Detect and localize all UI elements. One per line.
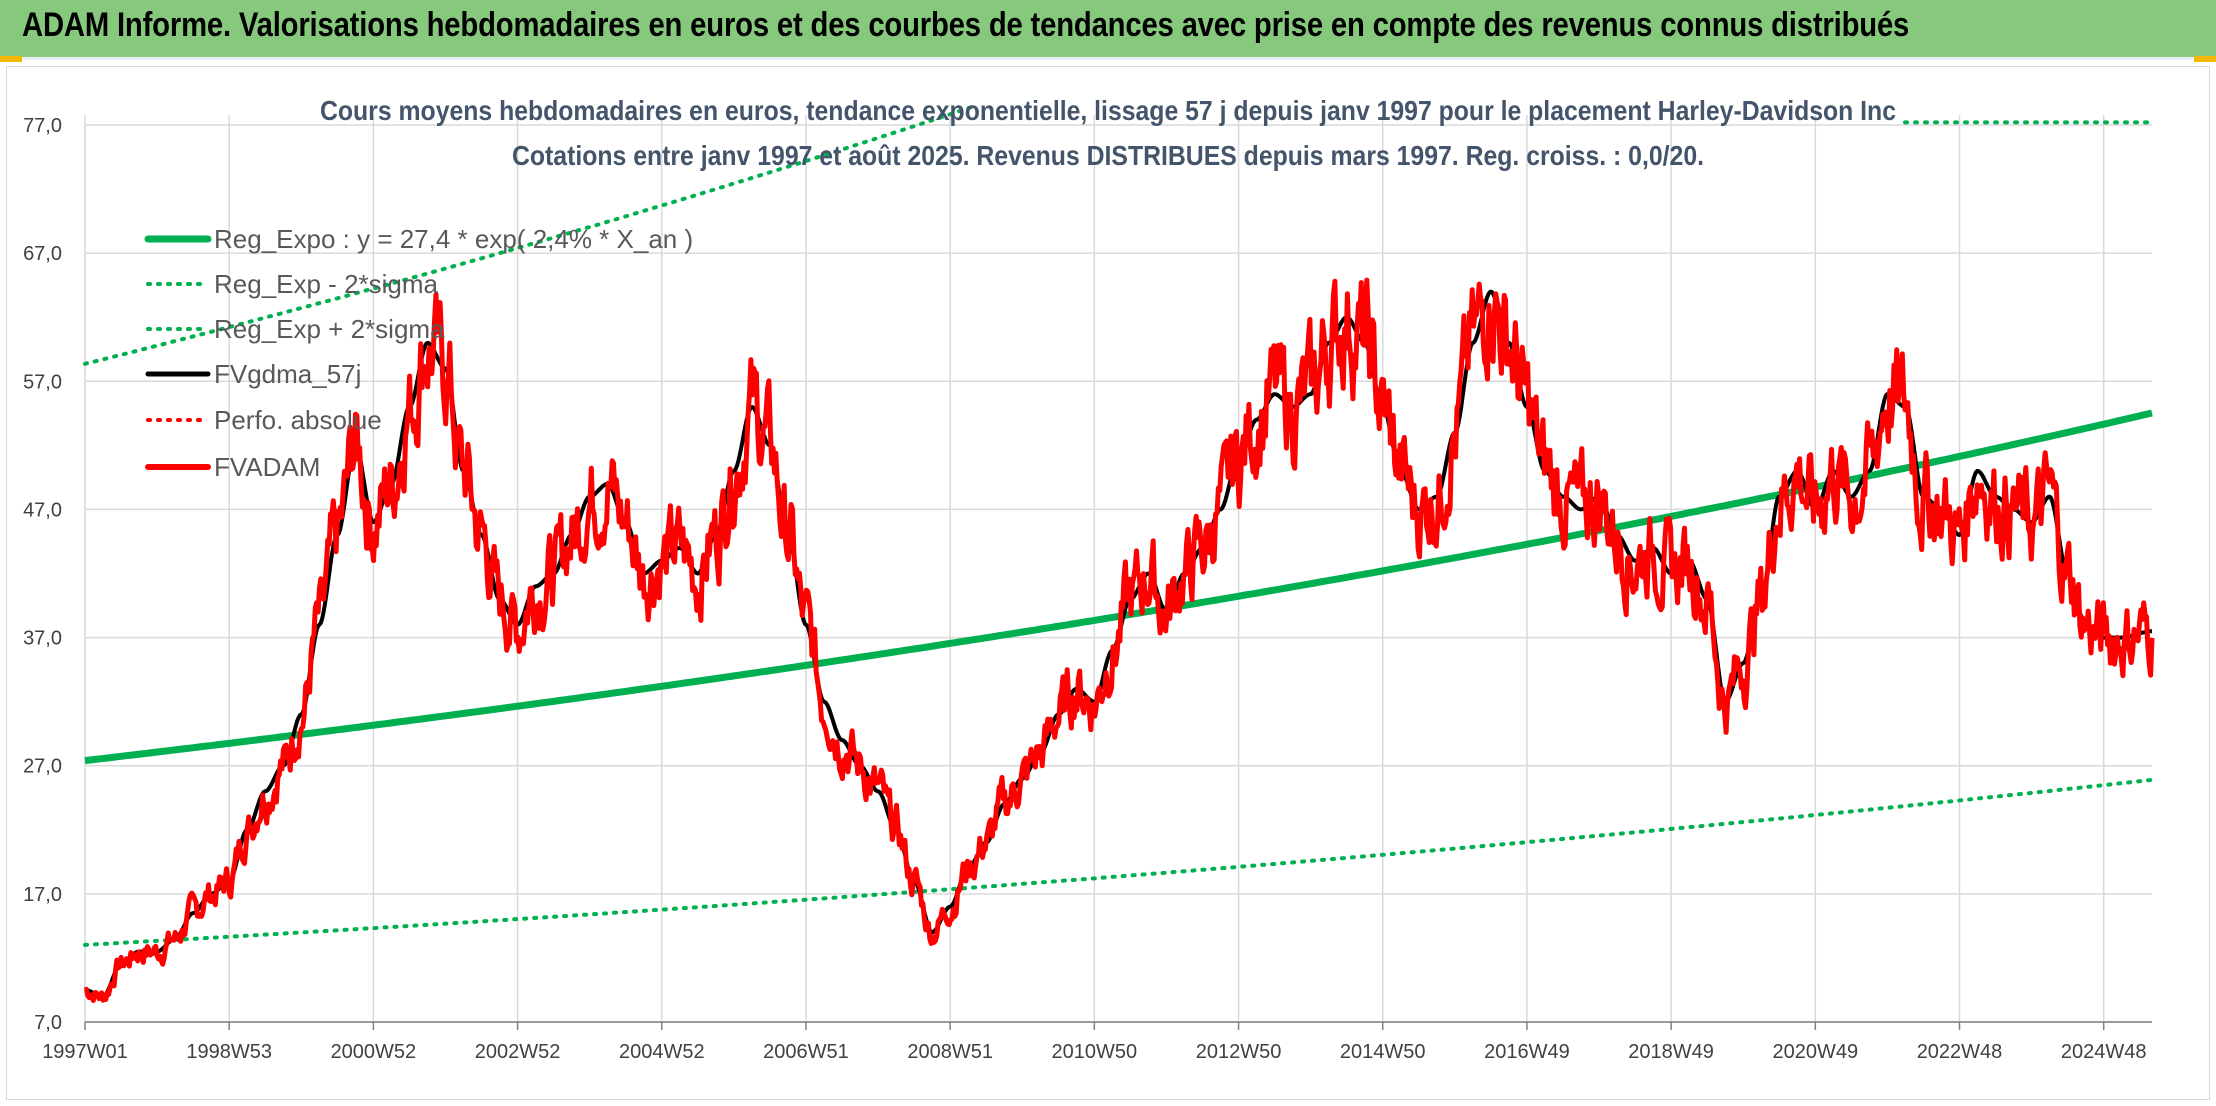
x-tick-label: 2018W49 [1628,1041,1714,1063]
y-tick-label: 7,0 [34,1012,62,1034]
x-tick-label: 2004W52 [619,1041,705,1063]
x-tick-label: 2022W48 [1917,1041,2003,1063]
y-tick-label: 27,0 [23,756,62,778]
legend-label: Perfo. absolue [214,405,382,435]
x-tick-label: 2008W51 [907,1041,993,1063]
x-tick-label: 2010W50 [1052,1041,1138,1063]
x-axis-ticks: 1997W01 1998W53 2000W52 2002W52 2004W52 2006W… [42,1041,2146,1063]
chart-title-line1: Cours moyens hebdomadaires en euros, ten… [320,95,1896,126]
y-tick-label: 37,0 [23,628,62,650]
banner-corner-right [2194,56,2216,62]
x-tick-label: 1998W53 [186,1041,272,1063]
x-tick-label: 2024W48 [2061,1041,2147,1063]
legend-label: Reg_Expo : y = 27,4 * exp( 2,4% * X_an ) [214,224,693,254]
report-title: ADAM Informe. Valorisations hebdomadaire… [22,6,1910,44]
x-tick-label: 2006W51 [763,1041,849,1063]
series-fvadam [83,277,2155,1003]
series-reg-exp-plus-2sigma [83,104,976,366]
x-tick-label: 2000W52 [331,1041,417,1063]
x-tick-label: 2020W49 [1772,1041,1858,1063]
y-tick-label: 17,0 [23,884,62,906]
legend-label: Reg_Exp - 2*sigma [214,269,439,299]
report-banner: ADAM Informe. Valorisations hebdomadaire… [0,0,2216,60]
legend-label: FVgdma_57j [214,359,361,389]
series-reg-exp-minus-2sigma [83,777,2154,947]
y-axis-ticks: 7,0 17,0 27,0 37,0 47,0 57,0 67,0 77,0 [23,115,62,1034]
x-tick-label: 2002W52 [475,1041,561,1063]
x-tick-label: 2012W50 [1196,1041,1282,1063]
legend-label: FVADAM [214,452,320,482]
y-tick-label: 67,0 [23,243,62,265]
banner-corner-left [0,56,22,62]
y-tick-label: 77,0 [23,115,62,137]
x-tick-label: 2014W50 [1340,1041,1426,1063]
legend-label: Reg_Exp + 2*sigma [214,314,445,344]
chart-legend: Reg_Expo : y = 27,4 * exp( 2,4% * X_an )… [144,224,693,482]
y-tick-label: 47,0 [23,499,62,521]
chart-title-line2: Cotations entre janv 1997 et août 2025. … [512,140,1704,171]
y-tick-label: 57,0 [23,371,62,393]
x-tick-label: 2016W49 [1484,1041,1570,1063]
x-tick-label: 1997W01 [42,1041,128,1063]
